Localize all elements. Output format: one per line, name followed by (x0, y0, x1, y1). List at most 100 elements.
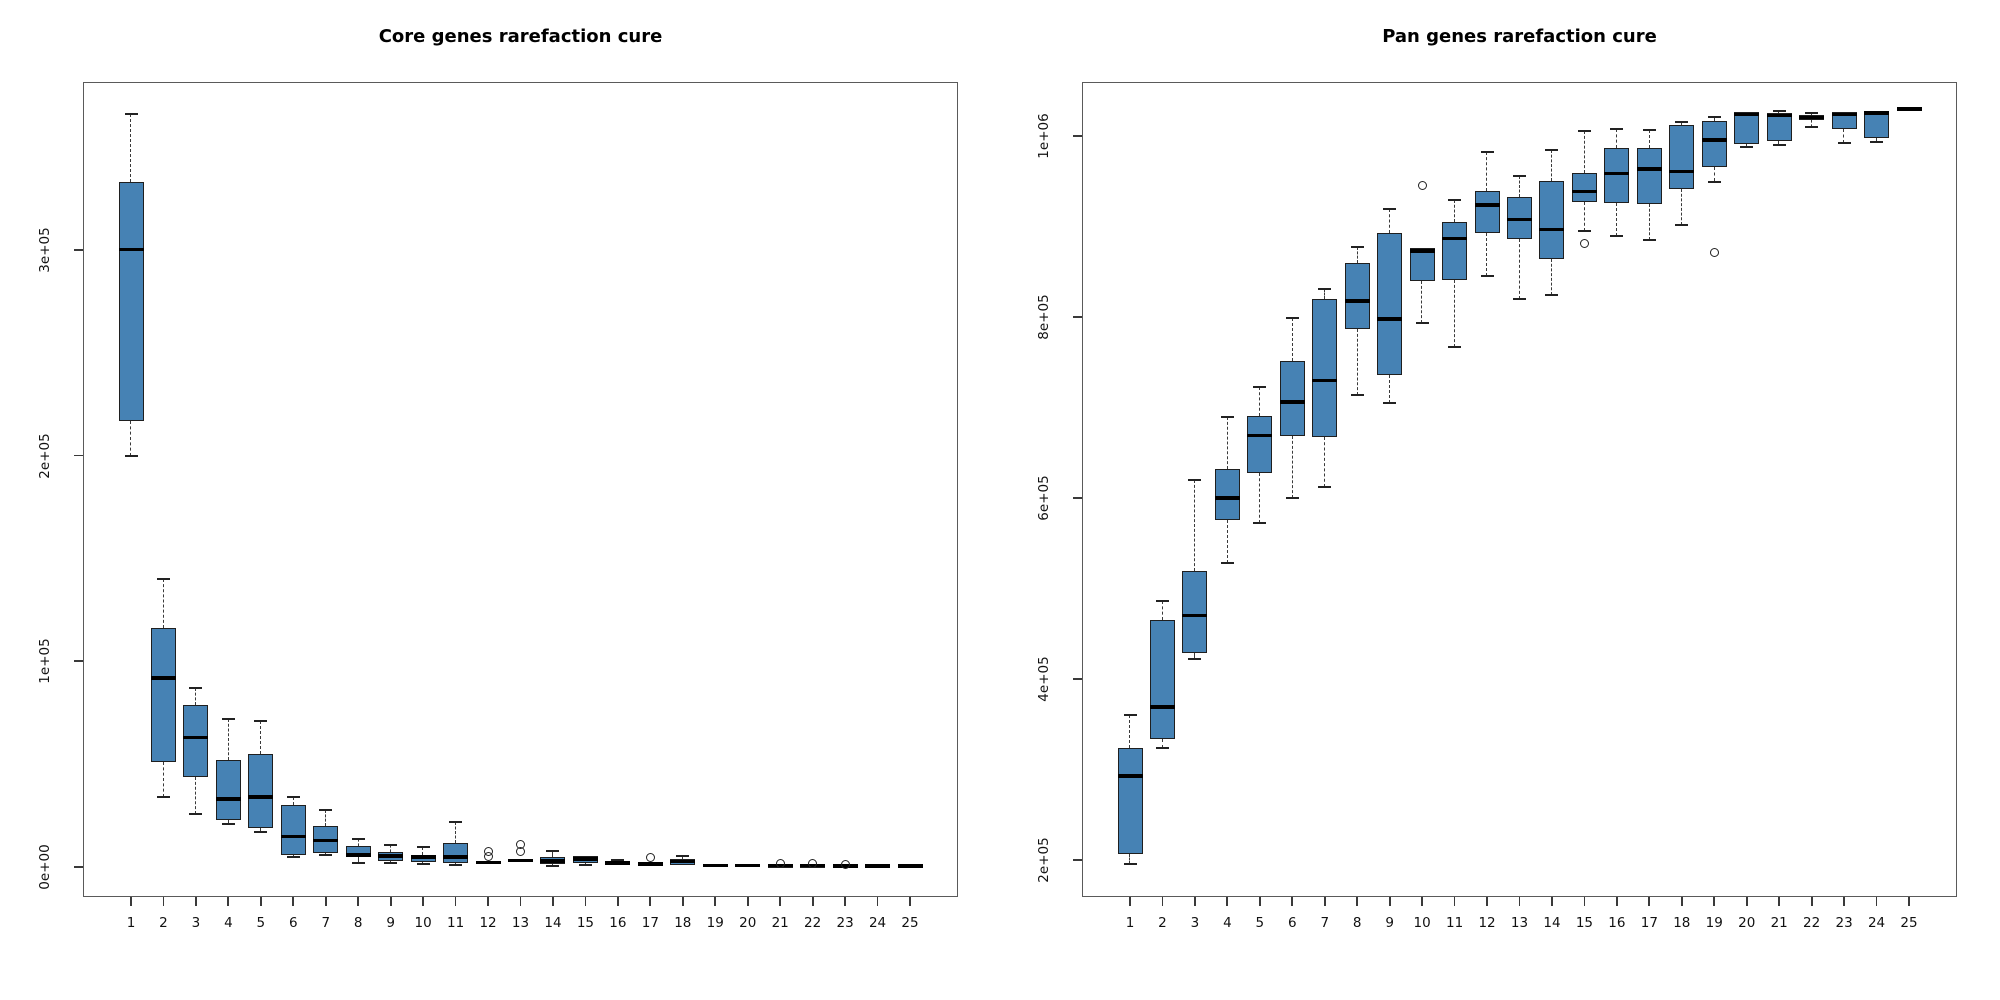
boxplot-box (1636, 148, 1662, 205)
x-axis-tick-label: 8 (1352, 915, 1362, 931)
boxplot-box (1149, 620, 1175, 739)
lower-whisker (1583, 202, 1585, 232)
lower-whisker-cap (1253, 522, 1267, 525)
upper-whisker (1713, 117, 1715, 121)
boxplot-box (1474, 191, 1500, 234)
median-line (1571, 189, 1597, 194)
x-axis-tick (1713, 897, 1716, 906)
x-axis-tick (779, 897, 782, 906)
upper-whisker (325, 809, 327, 826)
x-axis-tick (162, 897, 165, 906)
x-axis-tick (1648, 897, 1651, 906)
upper-whisker-cap (1513, 175, 1526, 178)
upper-whisker-cap (319, 808, 333, 811)
x-axis-tick (844, 897, 846, 906)
upper-whisker (1259, 386, 1261, 416)
lower-whisker-cap (1610, 234, 1624, 237)
x-axis-tick-label: 16 (1608, 915, 1626, 931)
lower-whisker-cap (1675, 223, 1689, 226)
x-axis-tick-label: 11 (446, 915, 465, 931)
upper-whisker-cap (1123, 714, 1137, 717)
boxplot-box (1377, 233, 1403, 376)
lower-whisker (1129, 853, 1131, 865)
median-line (215, 797, 241, 801)
median-line (735, 863, 761, 868)
x-axis-tick-label: 5 (256, 915, 266, 931)
median-line (540, 859, 566, 863)
lower-whisker (1194, 652, 1196, 660)
x-axis-tick-label: 22 (804, 915, 822, 931)
x-axis-tick-label: 14 (544, 915, 562, 931)
x-axis-tick-label: 25 (1900, 915, 1918, 931)
boxplot-box (1279, 360, 1305, 436)
x-axis-tick-label: 10 (1413, 915, 1431, 931)
upper-whisker (454, 821, 456, 844)
x-axis-tick-label: 10 (414, 915, 432, 931)
x-axis-tick (259, 897, 262, 906)
y-axis-tick-label: 1e+06 (1036, 113, 1052, 159)
median-line (1864, 111, 1890, 115)
y-axis-tick-label: 2e+05 (1036, 837, 1052, 883)
lower-whisker-cap (1805, 126, 1819, 129)
x-axis-tick-label: 13 (1510, 915, 1529, 931)
outlier-point (775, 858, 785, 868)
upper-whisker-cap (286, 796, 300, 799)
outlier-point (645, 853, 655, 863)
x-axis-tick (1226, 897, 1229, 906)
lower-whisker (422, 862, 424, 865)
x-axis-tick-label: 2 (1158, 915, 1167, 931)
upper-whisker (1194, 480, 1196, 572)
x-axis-tick-label: 23 (836, 915, 854, 931)
boxplot-box (1571, 173, 1597, 203)
y-axis-tick-label: 2e+05 (37, 432, 53, 479)
lower-whisker-cap (221, 822, 235, 825)
right-chart-title: Pan genes rarefaction cure (1382, 26, 1657, 47)
median-line (1279, 400, 1305, 404)
lower-whisker (325, 852, 327, 855)
lower-whisker-cap (1155, 746, 1169, 749)
lower-whisker-cap (546, 865, 560, 868)
x-axis-tick-label: 6 (1287, 915, 1297, 931)
boxplot-box (1344, 262, 1370, 329)
x-axis-tick-label: 21 (1770, 915, 1788, 931)
lower-whisker-cap (578, 864, 592, 867)
lower-whisker-cap (1383, 402, 1397, 405)
x-axis-tick-label: 19 (1705, 915, 1723, 931)
lower-whisker-cap (1642, 239, 1656, 242)
upper-whisker-cap (384, 843, 398, 846)
x-axis-tick (746, 897, 749, 906)
lower-whisker (454, 863, 456, 866)
x-axis-tick (1875, 897, 1878, 906)
x-axis-tick (519, 897, 522, 906)
upper-whisker (1551, 149, 1553, 181)
y-axis-tick-label: 1e+05 (37, 638, 53, 685)
x-axis-tick (1356, 897, 1359, 906)
x-axis-tick (227, 897, 230, 906)
upper-whisker-cap (1805, 111, 1819, 114)
median-line (345, 853, 371, 857)
median-line (118, 247, 144, 252)
x-axis-tick-label: 9 (1385, 915, 1394, 931)
upper-whisker-cap (1545, 148, 1559, 151)
boxplot-box (1701, 120, 1727, 168)
x-axis-tick-label: 7 (321, 915, 331, 931)
upper-whisker (1616, 129, 1618, 149)
x-axis-tick-label: 25 (901, 915, 919, 931)
x-axis-tick-label: 15 (1575, 915, 1593, 931)
x-axis-tick (552, 897, 554, 906)
lower-whisker (130, 420, 132, 456)
x-axis-tick (422, 897, 425, 906)
median-line (605, 861, 631, 865)
lower-whisker (162, 762, 164, 798)
median-line (1734, 112, 1760, 117)
boxplot-box (1766, 112, 1792, 141)
lower-whisker-cap (1577, 230, 1591, 233)
upper-whisker-cap (1220, 415, 1234, 418)
median-line (150, 676, 176, 680)
x-axis-tick (292, 897, 295, 906)
upper-whisker-cap (546, 850, 560, 853)
upper-whisker (1681, 121, 1683, 126)
outlier-point (840, 859, 850, 869)
lower-whisker-cap (1318, 486, 1332, 489)
outlier-point (516, 846, 525, 856)
